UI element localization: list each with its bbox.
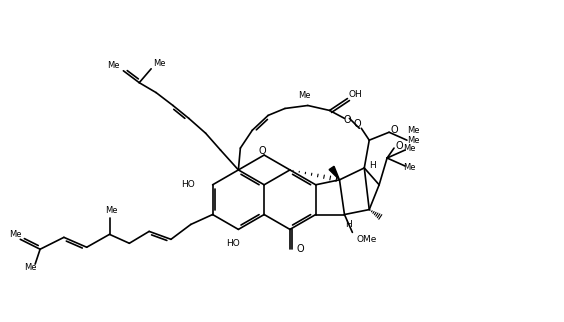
Text: O: O bbox=[258, 146, 266, 156]
Text: O: O bbox=[343, 115, 351, 125]
Text: OMe: OMe bbox=[356, 235, 377, 244]
Text: Me: Me bbox=[153, 59, 165, 68]
Text: Me: Me bbox=[9, 230, 21, 239]
Text: O: O bbox=[354, 119, 361, 129]
Text: Me: Me bbox=[408, 136, 420, 145]
Polygon shape bbox=[329, 166, 340, 180]
Text: Me: Me bbox=[403, 144, 415, 153]
Text: H: H bbox=[345, 220, 352, 229]
Text: O: O bbox=[395, 141, 403, 151]
Text: HO: HO bbox=[181, 180, 195, 189]
Text: H: H bbox=[369, 161, 376, 170]
Text: O: O bbox=[390, 125, 398, 135]
Text: Me: Me bbox=[408, 126, 420, 135]
Text: Me: Me bbox=[403, 164, 415, 173]
Text: Me: Me bbox=[107, 61, 120, 70]
Text: Me: Me bbox=[24, 262, 37, 271]
Text: HO: HO bbox=[227, 239, 240, 248]
Text: Me: Me bbox=[298, 91, 311, 100]
Text: OH: OH bbox=[349, 90, 362, 99]
Text: O: O bbox=[296, 244, 303, 254]
Text: Me: Me bbox=[105, 206, 118, 215]
